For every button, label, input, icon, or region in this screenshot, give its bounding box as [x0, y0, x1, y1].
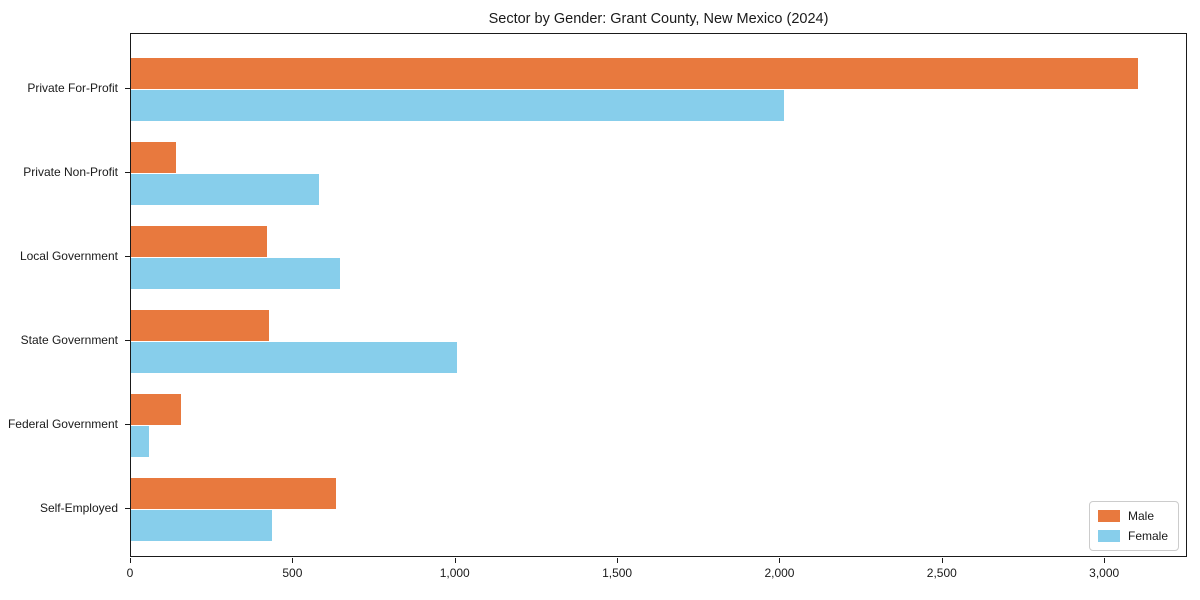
female-swatch-icon — [1097, 530, 1120, 542]
y-axis-label: Self-Employed — [39, 501, 118, 515]
x-axis-tick-label: 2,000 — [764, 566, 795, 580]
bar-male-federal-government — [131, 394, 182, 425]
x-axis-tick-mark — [779, 558, 781, 563]
y-axis-tick-mark — [125, 340, 130, 341]
x-axis-tick-label: 500 — [282, 566, 303, 580]
x-axis-tick-mark — [617, 558, 619, 563]
x-axis-tick-mark — [941, 558, 943, 563]
legend-label-female: Female — [1127, 529, 1168, 543]
legend: Male Female — [1088, 501, 1179, 551]
y-axis-tick-mark — [125, 172, 130, 173]
legend-item-female: Female — [1097, 529, 1168, 543]
bar-male-private-non-profit — [131, 142, 177, 173]
bar-female-self-employed — [131, 510, 273, 541]
y-axis-label: Private For-Profit — [27, 81, 118, 95]
chart-title: Sector by Gender: Grant County, New Mexi… — [488, 11, 829, 27]
y-axis-tick-mark — [125, 508, 130, 509]
x-axis-tick-label: 0 — [126, 566, 134, 580]
y-axis-label: Federal Government — [7, 417, 118, 431]
x-axis-tick-mark — [130, 558, 131, 563]
bar-male-private-for-profit — [131, 58, 1138, 89]
y-axis-tick-mark — [125, 88, 130, 89]
plot-area: Male Female — [130, 33, 1187, 557]
x-axis-tick-label: 3,000 — [1089, 566, 1120, 580]
bar-female-private-for-profit — [131, 90, 784, 121]
x-axis-tick-mark — [292, 558, 294, 563]
bar-male-local-government — [131, 226, 268, 257]
bar-male-state-government — [131, 310, 269, 341]
x-axis-tick-label: 1,000 — [439, 566, 470, 580]
bar-female-local-government — [131, 258, 341, 289]
legend-label-male: Male — [1127, 509, 1154, 523]
x-axis-tick-mark — [454, 558, 456, 563]
bar-female-private-non-profit — [131, 174, 320, 205]
legend-item-male: Male — [1097, 509, 1168, 523]
y-axis-tick-mark — [125, 424, 130, 425]
y-axis-label: State Government — [20, 333, 118, 347]
y-axis-label: Private Non-Profit — [23, 165, 118, 179]
x-axis-tick-label: 2,500 — [926, 566, 957, 580]
bar-female-federal-government — [131, 426, 149, 457]
male-swatch-icon — [1097, 510, 1120, 522]
x-axis-tick-mark — [1104, 558, 1106, 563]
bar-male-self-employed — [131, 478, 336, 509]
x-axis-tick-label: 1,500 — [602, 566, 633, 580]
bar-female-state-government — [131, 342, 458, 373]
y-axis-label: Local Government — [19, 249, 118, 263]
y-axis-tick-mark — [125, 256, 130, 257]
